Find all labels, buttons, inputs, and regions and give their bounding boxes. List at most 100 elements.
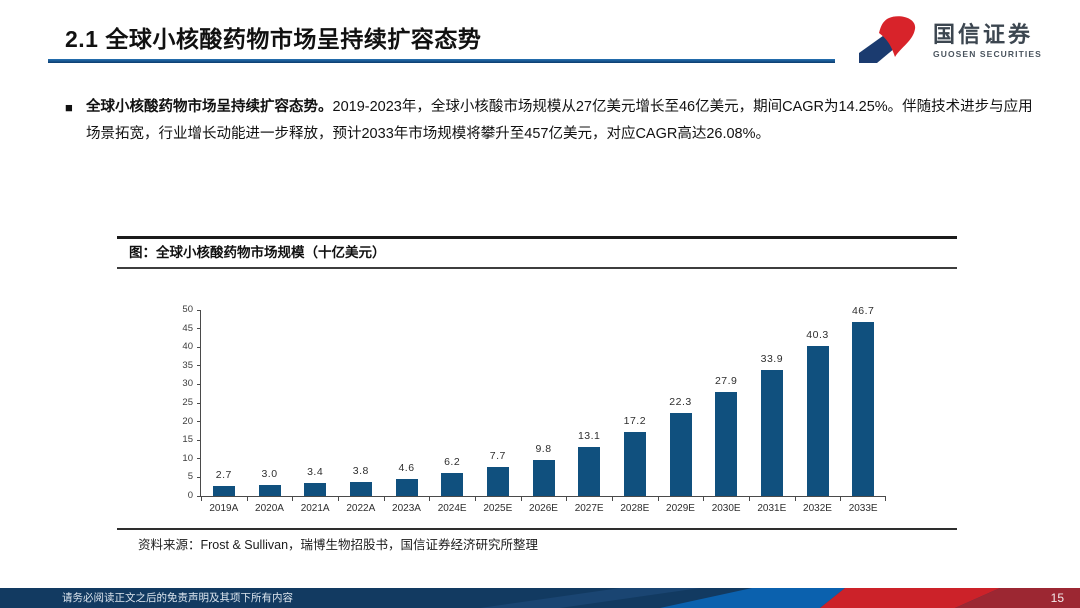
figure-box: 图：全球小核酸药物市场规模（十亿美元） 0 5 10 15 20 25 30 35 40 45 50… xyxy=(117,236,957,530)
x-tick-mark xyxy=(429,497,431,501)
x-tick-mark xyxy=(475,497,476,501)
bar-value-label: 3.0 xyxy=(261,467,278,480)
y-tick-mark xyxy=(197,421,201,423)
y-tick-label: 5 xyxy=(187,471,193,483)
x-category-label: 2029E xyxy=(666,503,695,514)
guosen-logo-icon xyxy=(859,16,916,63)
y-tick-mark xyxy=(197,458,201,460)
x-tick-mark xyxy=(885,497,886,501)
x-tick-mark xyxy=(338,497,339,501)
x-category-label: 2028E xyxy=(620,503,650,514)
footer-disclaimer: 请务必阅读正文之后的免责声明及其项下所有内容 xyxy=(62,592,293,604)
bar-value-label: 3.8 xyxy=(352,464,369,477)
y-tick-mark xyxy=(197,495,201,497)
y-tick-mark xyxy=(197,365,201,367)
figure-title: 图：全球小核酸药物市场规模（十亿美元） xyxy=(117,236,957,269)
y-tick-mark xyxy=(197,476,201,478)
bar xyxy=(715,392,738,496)
bullet-square-icon: ■ xyxy=(65,100,73,115)
bar-value-label: 22.3 xyxy=(669,396,692,409)
y-tick-label: 25 xyxy=(182,397,193,408)
y-tick-mark xyxy=(197,383,201,385)
y-tick-label: 10 xyxy=(182,452,193,464)
x-category-label: 2020A xyxy=(255,503,284,514)
x-category-label: 2026E xyxy=(529,503,558,514)
y-tick-mark xyxy=(197,309,201,311)
x-tick-mark xyxy=(749,497,750,501)
x-category-label: 2019A xyxy=(209,503,239,514)
y-tick-label: 50 xyxy=(182,304,193,315)
bar-value-label: 6.2 xyxy=(444,455,461,468)
y-tick-label: 45 xyxy=(182,322,193,334)
bar-value-label: 40.3 xyxy=(806,329,829,342)
company-logo: 国信证券 GUOSEN SECURITIES xyxy=(853,12,1063,70)
x-tick-mark xyxy=(383,497,385,501)
bar xyxy=(760,369,783,496)
bar-value-label: 46.7 xyxy=(851,305,875,318)
y-tick-mark xyxy=(197,402,201,404)
logo-name-en: GUOSEN SECURITIES xyxy=(933,49,1042,59)
bar xyxy=(578,447,601,496)
x-category-label: 2024E xyxy=(437,503,467,514)
bar-value-label: 2.7 xyxy=(215,468,232,481)
bar-value-label: 7.7 xyxy=(489,450,506,463)
bar xyxy=(441,472,464,496)
x-category-label: 2032E xyxy=(803,503,832,514)
bar xyxy=(623,432,646,496)
y-tick-mark xyxy=(197,346,201,348)
source-note: 资料来源：Frost & Sullivan，瑞博生物招股书，国信证券经济研究所整… xyxy=(138,538,539,552)
bar xyxy=(532,459,555,496)
y-tick-label: 30 xyxy=(182,378,193,390)
x-category-label: 2025E xyxy=(483,503,513,514)
bar-value-label: 13.1 xyxy=(577,430,601,443)
y-tick-label: 15 xyxy=(182,434,193,446)
bar-value-label: 17.2 xyxy=(623,415,647,428)
chart-plot: 0 5 10 15 20 25 30 35 40 45 50 2.7 2019A 3.0 2020A 3.4 2… xyxy=(182,304,886,514)
x-category-label: 2033E xyxy=(848,503,878,514)
y-tick-mark xyxy=(197,439,201,441)
x-category-label: 2021A xyxy=(300,503,330,514)
bar xyxy=(212,485,235,496)
x-tick-mark xyxy=(612,497,613,501)
x-category-label: 2023A xyxy=(392,503,421,514)
y-tick-label: 40 xyxy=(182,341,193,353)
x-tick-mark xyxy=(566,497,568,501)
y-tick-label: 35 xyxy=(182,359,193,371)
x-tick-mark xyxy=(657,497,659,501)
bar xyxy=(806,346,829,496)
summary-paragraph: ■ 全球小核酸药物市场呈持续扩容态势。2019-2023年，全球小核酸市场规模从2… xyxy=(65,94,1041,148)
bar-value-label: 3.4 xyxy=(307,466,324,479)
x-tick-mark xyxy=(703,497,705,501)
page-number: 15 xyxy=(1050,591,1064,605)
title-underline-rule xyxy=(48,59,835,63)
y-tick-label: 20 xyxy=(182,415,193,427)
bar xyxy=(304,483,327,496)
bar xyxy=(349,481,372,496)
bar xyxy=(852,322,875,496)
x-category-label: 2031E xyxy=(757,503,787,514)
bar-value-label: 27.9 xyxy=(714,375,738,388)
x-tick-mark xyxy=(201,497,202,501)
x-tick-mark xyxy=(520,497,522,501)
bar-value-label: 33.9 xyxy=(760,352,784,365)
x-tick-mark xyxy=(292,497,294,501)
logo-text: 国信证券 GUOSEN SECURITIES xyxy=(933,22,1042,60)
page-title: 2.1 全球小核酸药物市场呈持续扩容态势 xyxy=(65,26,482,52)
x-tick-mark xyxy=(246,497,248,501)
footer-background-graphic xyxy=(0,588,1080,608)
bar-chart: 0 5 10 15 20 25 30 35 40 45 50 2.7 2019A 3.0 2020A 3.4 2… xyxy=(117,269,957,528)
x-category-label: 2030E xyxy=(711,503,741,514)
x-category-label: 2027E xyxy=(574,503,604,514)
bar xyxy=(258,484,281,496)
y-tick-label: 0 xyxy=(187,490,193,501)
summary-rest: 2019-2023年，全球小核酸市场规模从27亿美元增长至46亿美元，期间CAG… xyxy=(86,99,1033,142)
summary-lead-bold: 全球小核酸药物市场呈持续扩容态势。 xyxy=(86,99,333,115)
x-tick-mark xyxy=(794,497,796,501)
footer-bar: 请务必阅读正文之后的免责声明及其项下所有内容 15 xyxy=(0,588,1080,608)
bar xyxy=(486,467,509,496)
bar xyxy=(669,413,692,496)
x-category-label: 2022A xyxy=(346,503,376,514)
x-tick-mark xyxy=(840,497,842,501)
bar xyxy=(395,478,418,496)
